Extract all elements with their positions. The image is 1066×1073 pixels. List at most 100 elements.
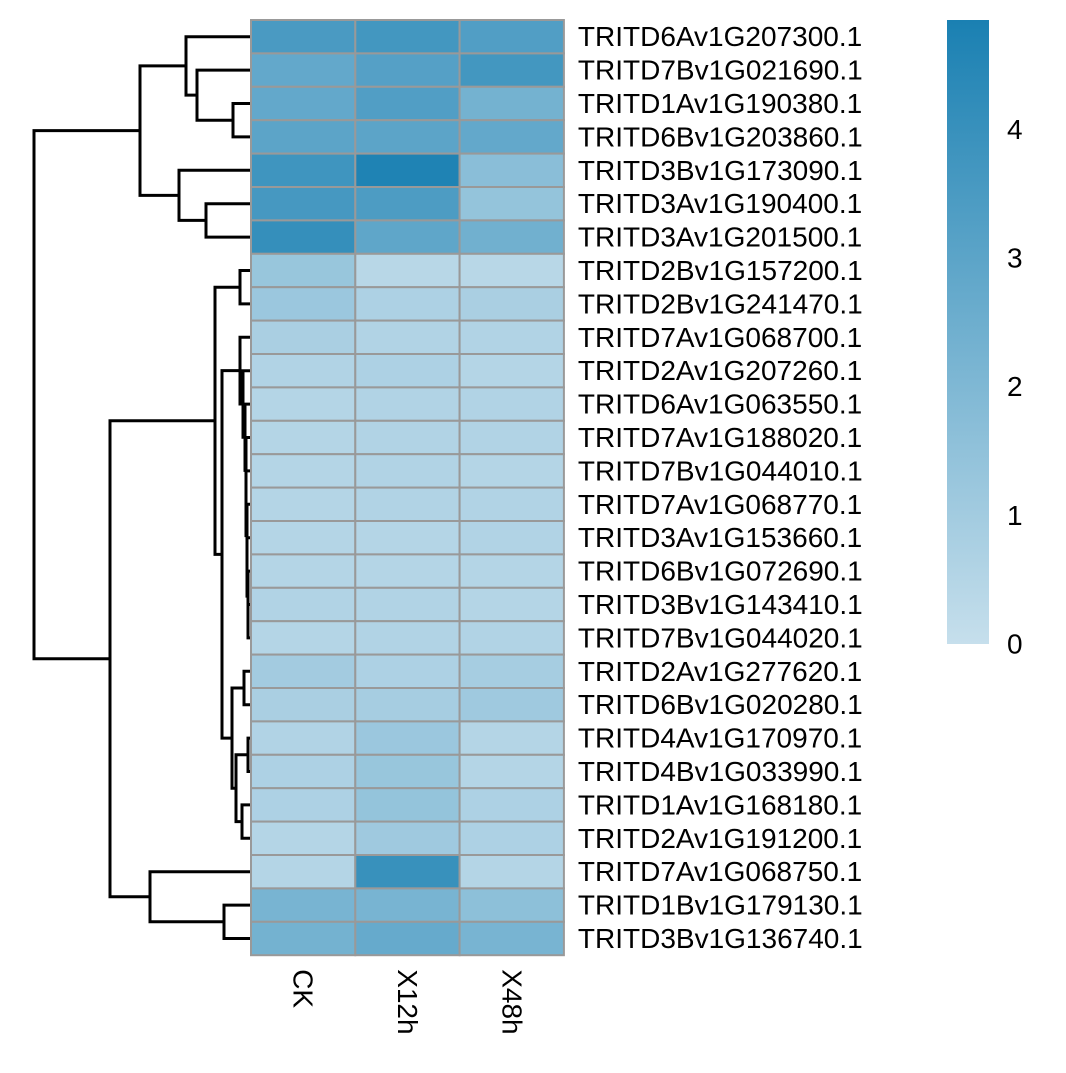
heatmap-cell	[354, 854, 461, 890]
heatmap-cell	[250, 854, 357, 890]
heatmap-cell	[458, 353, 565, 389]
heatmap-cell	[354, 520, 461, 556]
dendrogram-branch	[195, 68, 251, 122]
row-label: TRITD4Av1G170970.1	[578, 723, 862, 754]
heatmap-cell	[250, 887, 357, 923]
heatmap-cell	[354, 152, 461, 189]
heatmap-cell	[250, 52, 357, 88]
heatmap-cell	[354, 453, 461, 489]
heatmap-cell	[250, 520, 357, 556]
row-label: TRITD3Bv1G173090.1	[578, 155, 863, 186]
row-label: TRITD7Av1G068750.1	[578, 856, 862, 887]
color-legend: 0 1 2 3 4	[947, 20, 1023, 660]
heatmap-cell	[458, 854, 565, 890]
heatmap-cell	[354, 620, 461, 656]
row-label: TRITD6Av1G207300.1	[578, 21, 862, 52]
heatmap-cell	[250, 186, 357, 222]
heatmap-cell	[250, 453, 357, 489]
heatmap-cell	[354, 286, 461, 322]
dendrogram-branch	[242, 669, 251, 707]
heatmap-cell	[458, 386, 565, 422]
heatmap-cell	[458, 520, 565, 556]
row-labels: TRITD6Av1G207300.1TRITD7Bv1G021690.1TRIT…	[578, 21, 863, 954]
heatmap-cell	[354, 219, 461, 255]
row-dendrogram	[32, 35, 251, 940]
heatmap-cell	[458, 186, 565, 222]
heatmap-cell	[458, 286, 565, 322]
heatmap-cell	[458, 653, 565, 689]
heatmap-cell	[354, 720, 461, 756]
heatmap-cell	[250, 486, 357, 523]
dendrogram-branch	[220, 369, 240, 740]
row-label: TRITD1Av1G168180.1	[578, 789, 862, 820]
heatmap-cell	[250, 586, 357, 623]
heatmap-cell	[354, 486, 461, 523]
heatmap-cell	[354, 553, 461, 589]
heatmap-cell	[354, 252, 461, 289]
heatmap-cell	[458, 453, 565, 489]
heatmap-cell	[250, 820, 357, 856]
heatmap-cell	[354, 419, 461, 456]
heatmap-cell	[250, 286, 357, 322]
heatmap-cell	[354, 653, 461, 689]
column-labels: CK X12h X48h	[288, 969, 528, 1034]
heatmap-cell	[458, 787, 565, 823]
heatmap-cell	[458, 687, 565, 723]
heatmap-cell	[354, 787, 461, 823]
heatmap-cell	[458, 920, 565, 957]
legend-color-bar	[947, 20, 989, 644]
row-label: TRITD7Av1G188020.1	[578, 422, 862, 453]
heatmap-cell	[250, 19, 357, 55]
row-label: TRITD1Av1G190380.1	[578, 88, 862, 119]
heatmap-cell	[354, 19, 461, 55]
heatmap-cell	[250, 753, 357, 790]
dendrogram-branch	[231, 102, 251, 139]
heatmap-cell	[250, 687, 357, 723]
heatmap-cell	[250, 319, 357, 356]
row-label: TRITD3Bv1G143410.1	[578, 589, 863, 620]
heatmap-cell	[458, 586, 565, 623]
heatmap-cell	[354, 319, 461, 356]
heatmap-cell	[250, 119, 357, 155]
heatmap-cell	[458, 486, 565, 523]
row-label: TRITD6Av1G063550.1	[578, 389, 862, 420]
row-label: TRITD3Av1G190400.1	[578, 188, 862, 219]
row-label: TRITD6Bv1G020280.1	[578, 689, 863, 720]
heatmap-cells	[250, 19, 565, 957]
row-label: TRITD2Av1G191200.1	[578, 823, 862, 854]
heatmap-cell	[250, 386, 357, 422]
dendrogram-branch	[177, 168, 251, 222]
dendrogram-branch	[148, 870, 251, 924]
heatmap-cell	[250, 85, 357, 122]
row-label: TRITD7Bv1G044020.1	[578, 622, 863, 653]
heatmap-cell	[250, 219, 357, 255]
legend-tick-label: 2	[1007, 371, 1023, 402]
heatmap-cell	[458, 753, 565, 790]
row-label: TRITD4Bv1G033990.1	[578, 756, 863, 787]
row-label: TRITD3Bv1G136740.1	[578, 923, 863, 954]
heatmap-cell	[354, 687, 461, 723]
heatmap-cell	[458, 820, 565, 856]
heatmap-cell	[354, 119, 461, 155]
heatmap-cell	[354, 753, 461, 790]
heatmap-cell	[458, 85, 565, 122]
legend-tick-label: 3	[1007, 243, 1023, 274]
row-label: TRITD6Bv1G203860.1	[578, 121, 863, 152]
heatmap-cell	[354, 820, 461, 856]
heatmap-cell	[354, 887, 461, 923]
column-label: CK	[288, 969, 319, 1008]
dendrogram-branch	[108, 419, 215, 899]
row-label: TRITD2Bv1G157200.1	[578, 255, 863, 286]
row-label: TRITD3Av1G201500.1	[578, 222, 862, 253]
heatmap-cell	[354, 186, 461, 222]
heatmap-cell	[250, 252, 357, 289]
dendrogram-branch	[238, 269, 251, 306]
row-label: TRITD1Bv1G179130.1	[578, 890, 863, 921]
dendrogram-branch	[230, 686, 244, 790]
column-label: X48h	[496, 969, 527, 1034]
heatmap-cell	[354, 586, 461, 623]
heatmap-cell	[458, 252, 565, 289]
row-label: TRITD7Bv1G044010.1	[578, 455, 863, 486]
heatmap-cell	[458, 152, 565, 189]
